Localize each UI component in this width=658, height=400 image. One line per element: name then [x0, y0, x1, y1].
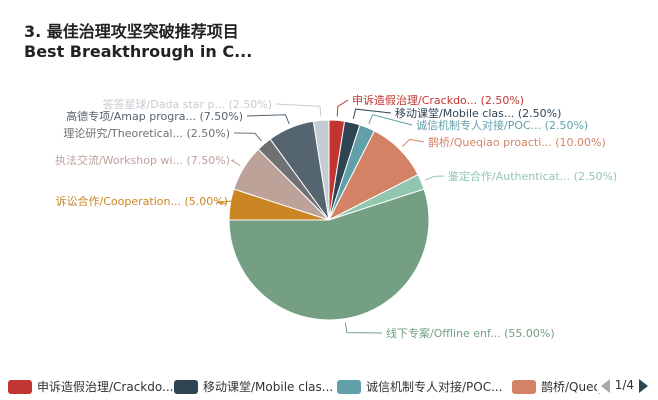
slice-label: 申诉造假治理/Crackdo... (2.50%) — [352, 93, 524, 107]
label-leader-line — [246, 114, 290, 125]
label-leader-line — [352, 108, 392, 120]
legend-page-indicator: 1/4 — [614, 378, 634, 392]
slice-label: 线下专案/Offline enf... (55.00%) — [386, 326, 555, 340]
chart-title-en: Best Breakthrough in C... — [24, 42, 253, 61]
legend-label: 移动课堂/Mobile clas... — [203, 380, 334, 394]
pie-chart: 申诉造假治理/Crackdo... (2.50%)移动课堂/Mobile cla… — [55, 93, 617, 340]
slice-label: 高德专项/Amap progra... (7.50%) — [66, 109, 243, 123]
label-leader-line — [368, 114, 413, 126]
legend-next-icon[interactable] — [639, 378, 648, 393]
slice-label: 诉讼合作/Cooperation... (5.00%) — [56, 194, 228, 208]
legend-swatch — [337, 379, 361, 394]
pie-slice[interactable] — [312, 119, 330, 221]
legend-item-poc[interactable]: 诚信机制专人对接/POC... — [337, 378, 503, 394]
label-leader-line — [344, 322, 383, 334]
pie-slice[interactable] — [228, 188, 430, 321]
legend-label: 诚信机制专人对接/POC... — [366, 380, 503, 394]
legend-swatch — [512, 379, 536, 394]
label-leader-line — [275, 103, 322, 117]
legend-item-crackdown[interactable]: 申诉造假治理/Crackdo... — [8, 378, 173, 394]
label-leader-line — [424, 175, 445, 181]
label-leader-line — [233, 132, 262, 142]
chart-title-cn: 3. 最佳治理攻坚突破推荐项目 — [24, 22, 239, 41]
label-leader-line — [402, 138, 425, 147]
legend-item-queqiao[interactable]: 鹊桥/Queqiao proacti... — [512, 378, 602, 394]
legend-label: 鹊桥/Queqiao proacti... — [541, 380, 602, 394]
slice-label: 鹊桥/Queqiao proacti... (10.00%) — [428, 135, 606, 149]
slice-label: 理论研究/Theoretical... (2.50%) — [63, 126, 230, 140]
label-leader-line — [230, 159, 241, 167]
legend-swatch — [8, 379, 32, 394]
legend-prev-icon[interactable] — [600, 378, 610, 393]
slice-label: 答答星球/Dada star p... (2.50%) — [103, 97, 272, 111]
legend-pager: 1/4 — [596, 378, 648, 393]
label-leader-line — [336, 99, 349, 117]
legend: 申诉造假治理/Crackdo... 移动课堂/Mobile clas... 诚信… — [0, 368, 658, 400]
label-leader-line — [216, 200, 233, 205]
legend-label: 申诉造假治理/Crackdo... — [37, 380, 174, 394]
slice-label: 执法交流/Workshop wi... (7.50%) — [55, 153, 230, 167]
chart-title: 3. 最佳治理攻坚突破推荐项目 Best Breakthrough in C..… — [24, 22, 252, 62]
slice-label: 诚信机制专人对接/POC... (2.50%) — [416, 118, 588, 132]
slice-label: 移动课堂/Mobile clas... (2.50%) — [395, 107, 561, 120]
legend-item-mobile-class[interactable]: 移动课堂/Mobile clas... — [174, 378, 333, 394]
legend-swatch — [174, 379, 198, 394]
slice-label: 鉴定合作/Authenticat... (2.50%) — [448, 169, 617, 183]
